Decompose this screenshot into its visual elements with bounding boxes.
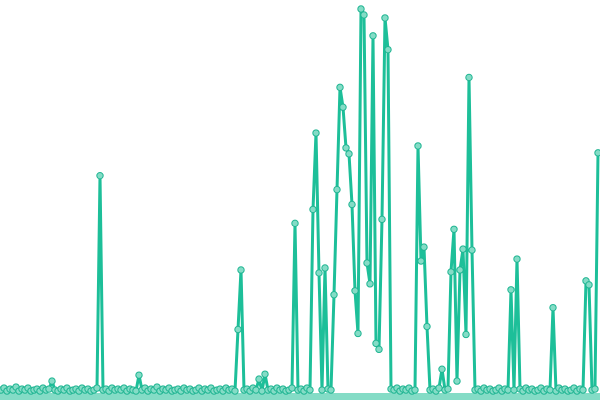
data-point [261, 370, 269, 378]
data-point [333, 185, 341, 194]
data-point [507, 286, 515, 294]
data-point [351, 287, 359, 295]
data-point [411, 386, 419, 394]
data-point [504, 386, 512, 394]
data-point [453, 377, 461, 385]
data-point [258, 387, 266, 395]
data-point [510, 386, 518, 394]
data-point [375, 345, 383, 354]
data-point [345, 150, 353, 158]
data-point [312, 129, 320, 137]
data-point [354, 329, 362, 338]
data-point [255, 375, 263, 383]
data-point [339, 103, 347, 111]
data-point [231, 387, 239, 395]
data-point [321, 264, 329, 272]
data-point [378, 215, 386, 224]
data-point [93, 384, 101, 392]
data-point [360, 11, 368, 19]
data-point [447, 268, 455, 276]
data-point [414, 142, 422, 150]
data-point [459, 245, 467, 253]
data-point [372, 339, 380, 348]
data-point [309, 205, 317, 214]
data-point [306, 386, 314, 394]
data-point [342, 144, 350, 152]
data-point [96, 171, 104, 180]
data-point [438, 365, 446, 373]
data-point [45, 385, 53, 393]
data-point [336, 83, 344, 92]
data-point [594, 149, 600, 157]
data-point [456, 266, 464, 274]
data-point [513, 255, 521, 263]
data-point [591, 385, 599, 393]
data-point [468, 246, 476, 254]
data-point [348, 200, 356, 209]
data-point [237, 266, 245, 274]
series-line [0, 7, 600, 393]
data-point [366, 280, 374, 288]
data-point [423, 322, 431, 331]
data-point [234, 325, 242, 334]
series-points-group [0, 5, 600, 395]
data-point [549, 303, 557, 312]
data-point [579, 386, 587, 394]
data-point [420, 243, 428, 251]
data-point [369, 32, 377, 40]
data-point [462, 330, 470, 339]
data-point [327, 386, 335, 394]
data-point [288, 384, 296, 392]
data-point [546, 386, 554, 394]
data-point [135, 371, 143, 379]
data-point [384, 45, 392, 54]
data-point [450, 225, 458, 233]
data-point [363, 259, 371, 267]
data-point [585, 281, 593, 289]
data-point [417, 257, 425, 265]
data-point [381, 14, 389, 22]
data-point [465, 73, 473, 82]
data-point [357, 5, 365, 13]
data-point [48, 377, 56, 385]
data-point [444, 385, 452, 393]
data-point [291, 219, 299, 228]
data-point [315, 269, 323, 277]
baseline-band [0, 393, 600, 400]
data-point [318, 386, 326, 394]
data-point [330, 291, 338, 299]
data-point [252, 386, 260, 394]
data-point [132, 387, 140, 395]
series-line-group [0, 7, 600, 400]
data-point [435, 384, 443, 392]
